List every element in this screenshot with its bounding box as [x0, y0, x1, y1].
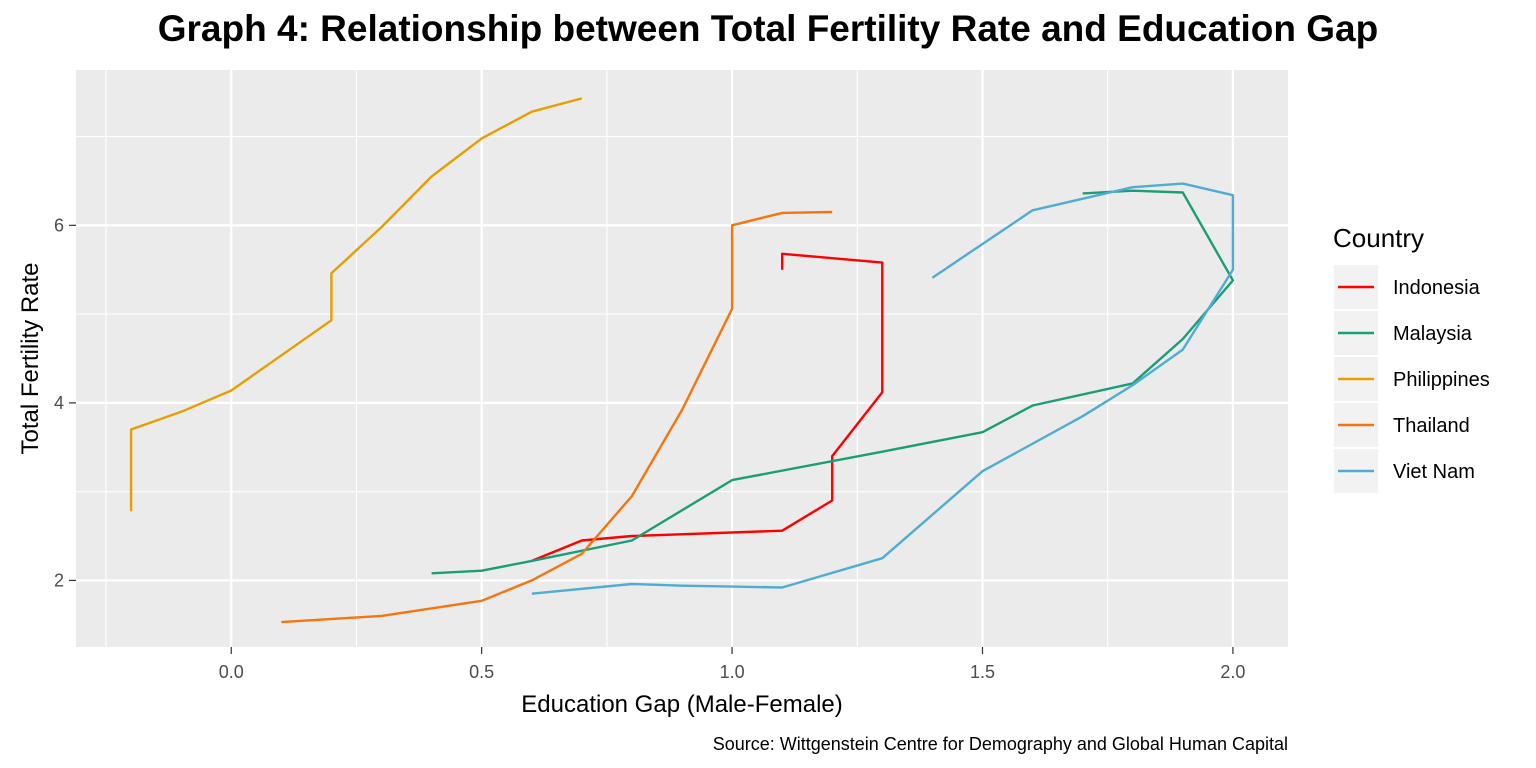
axes-layer: 0.0 0.5 1.0 1.5 2.0 2 4 6 [54, 215, 1245, 682]
y-tick-label: 4 [54, 393, 64, 413]
chart-title: Graph 4: Relationship between Total Fert… [157, 8, 1379, 49]
series-line-thailand [281, 210, 833, 624]
panel-background [76, 70, 1288, 647]
y-axis-title: Total Fertility Rate [17, 262, 44, 454]
legend-title: Country [1333, 223, 1424, 253]
legend-label-indonesia: Indonesia [1393, 277, 1481, 299]
x-tick-label: 1.5 [970, 662, 995, 682]
y-tick-label: 2 [54, 570, 64, 590]
x-axis-title: Education Gap (Male-Female) [521, 691, 842, 718]
legend-label-viet-nam: Viet Nam [1393, 461, 1475, 483]
legend: Country Indonesia Malaysia Philippines Thail… [1333, 223, 1490, 493]
y-tick-label: 6 [54, 215, 64, 235]
x-tick-label: 2.0 [1220, 662, 1245, 682]
source-caption: Source: Wittgenstein Centre for Demograp… [713, 734, 1288, 754]
series-line-malaysia [431, 189, 1235, 575]
series-line-philippines [129, 97, 583, 512]
legend-label-philippines: Philippines [1393, 369, 1490, 391]
plot-panel [76, 70, 1288, 647]
series-line-indonesia [531, 252, 884, 563]
series-layer [129, 97, 1235, 624]
x-tick-label: 1.0 [720, 662, 745, 682]
legend-label-malaysia: Malaysia [1393, 323, 1473, 345]
x-tick-label: 0.5 [469, 662, 494, 682]
legend-label-thailand: Thailand [1393, 415, 1470, 437]
series-line-viet-nam [531, 182, 1235, 595]
x-tick-label: 0.0 [219, 662, 244, 682]
